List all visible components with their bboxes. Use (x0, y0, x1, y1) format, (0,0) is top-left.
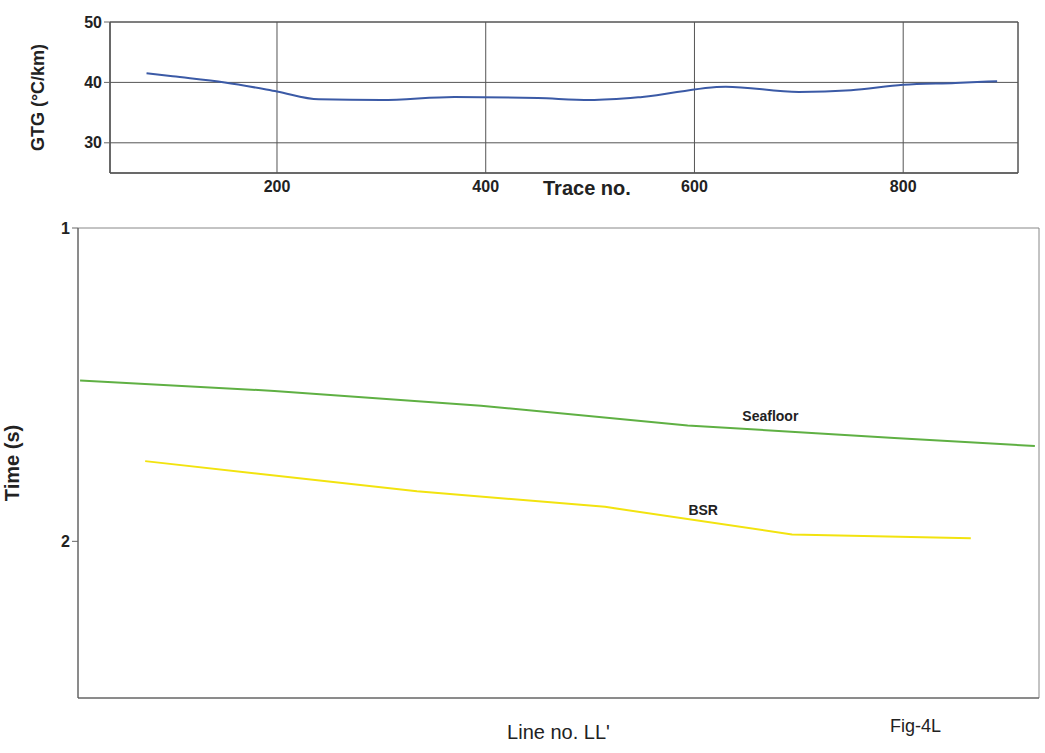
svg-text:GTG (°C/km): GTG (°C/km) (28, 44, 48, 151)
svg-text:400: 400 (472, 178, 499, 195)
svg-text:1: 1 (61, 220, 70, 237)
svg-text:30: 30 (84, 134, 102, 151)
svg-text:50: 50 (84, 14, 102, 31)
svg-text:Line no. LL': Line no. LL' (507, 721, 610, 743)
svg-text:Time (s): Time (s) (1, 425, 23, 501)
svg-text:2: 2 (61, 533, 70, 550)
svg-text:800: 800 (890, 178, 917, 195)
html-text:Fig-4L: Fig-4L (890, 716, 941, 736)
svg-text:200: 200 (264, 178, 291, 195)
svg-text:Seafloor: Seafloor (742, 408, 799, 424)
svg-text:40: 40 (84, 74, 102, 91)
html-text:Trace no.: Trace no. (543, 177, 631, 199)
svg-text:600: 600 (681, 178, 708, 195)
svg-text:BSR: BSR (688, 502, 718, 518)
